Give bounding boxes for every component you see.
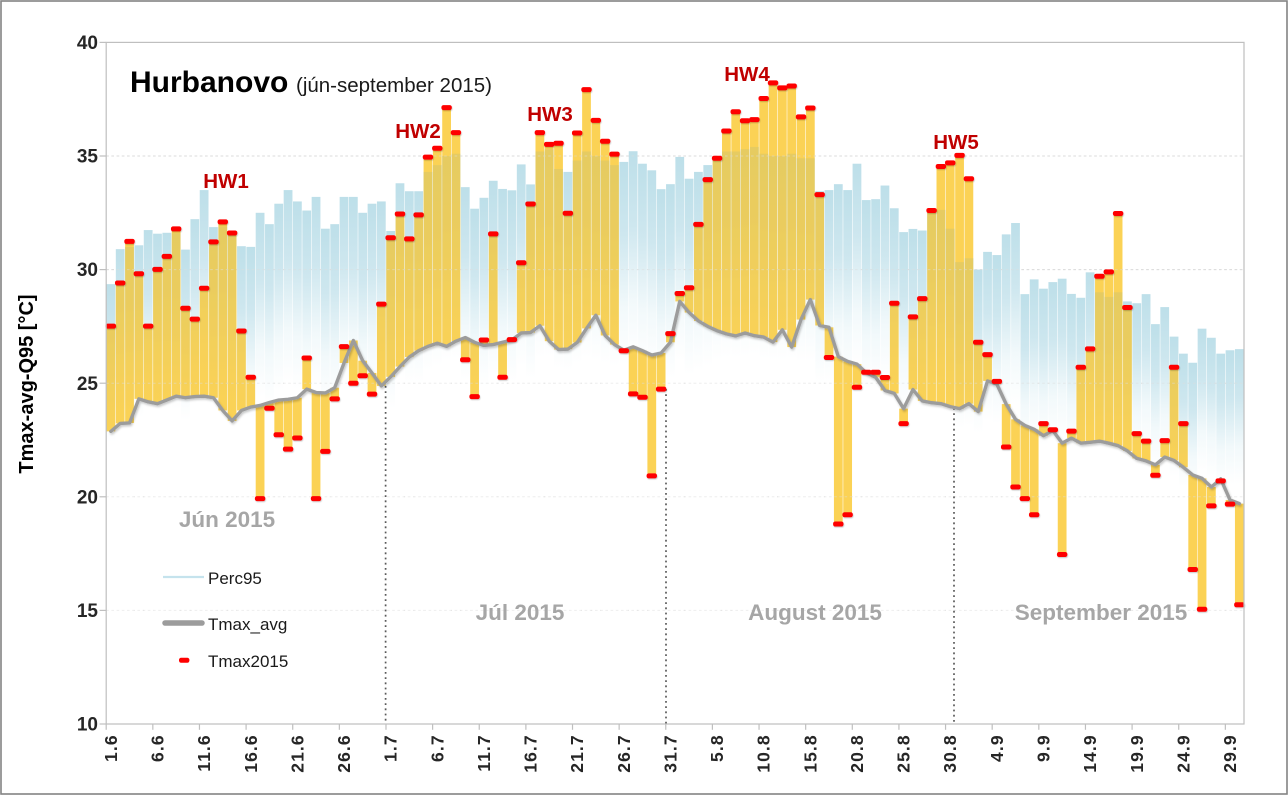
- svg-text:HW2: HW2: [395, 120, 441, 143]
- svg-text:40: 40: [77, 33, 98, 54]
- svg-text:September 2015: September 2015: [1015, 600, 1188, 625]
- svg-text:6.6: 6.6: [147, 734, 167, 762]
- svg-text:Tmax-avg-Q95 [°C]: Tmax-avg-Q95 [°C]: [16, 294, 38, 473]
- svg-text:20.8: 20.8: [847, 734, 867, 772]
- svg-text:Tmax2015: Tmax2015: [208, 652, 288, 671]
- svg-text:24.9: 24.9: [1173, 734, 1193, 772]
- svg-text:10.8: 10.8: [754, 734, 774, 772]
- svg-text:August 2015: August 2015: [748, 600, 882, 625]
- svg-text:Hurbanovo: Hurbanovo: [130, 66, 288, 99]
- svg-text:16.6: 16.6: [241, 734, 261, 772]
- svg-text:HW3: HW3: [527, 103, 573, 126]
- svg-text:26.7: 26.7: [614, 734, 634, 772]
- svg-text:14.9: 14.9: [1080, 734, 1100, 772]
- svg-text:1.6: 1.6: [101, 734, 121, 762]
- svg-text:20: 20: [77, 487, 98, 508]
- svg-text:HW1: HW1: [203, 170, 249, 193]
- svg-text:11.6: 11.6: [194, 734, 214, 772]
- svg-text:19.9: 19.9: [1127, 734, 1147, 772]
- svg-text:4.9: 4.9: [987, 734, 1007, 762]
- svg-text:31.7: 31.7: [660, 734, 680, 772]
- svg-text:(jún-september 2015): (jún-september 2015): [296, 74, 492, 97]
- svg-text:21.7: 21.7: [567, 734, 587, 772]
- svg-text:6.7: 6.7: [427, 734, 447, 762]
- svg-text:26.6: 26.6: [334, 734, 354, 772]
- svg-text:Tmax_avg: Tmax_avg: [208, 615, 287, 634]
- svg-text:5.8: 5.8: [707, 734, 727, 762]
- svg-text:25: 25: [77, 374, 99, 395]
- svg-text:11.7: 11.7: [474, 734, 494, 772]
- svg-text:10: 10: [77, 715, 98, 736]
- svg-text:16.7: 16.7: [521, 734, 541, 772]
- svg-text:15: 15: [77, 601, 99, 622]
- svg-text:25.8: 25.8: [894, 734, 914, 772]
- svg-text:Perc95: Perc95: [208, 569, 262, 588]
- svg-text:35: 35: [77, 147, 99, 168]
- svg-text:HW5: HW5: [933, 131, 979, 154]
- svg-text:30: 30: [77, 260, 98, 281]
- svg-text:15.8: 15.8: [800, 734, 820, 772]
- svg-text:30.8: 30.8: [940, 734, 960, 772]
- svg-text:Jún 2015: Jún 2015: [179, 507, 275, 532]
- svg-text:HW4: HW4: [724, 63, 770, 86]
- svg-text:1.7: 1.7: [381, 734, 401, 762]
- svg-text:21.6: 21.6: [287, 734, 307, 772]
- svg-text:Júl 2015: Júl 2015: [476, 600, 565, 625]
- svg-text:9.9: 9.9: [1033, 734, 1053, 762]
- svg-text:29.9: 29.9: [1220, 734, 1240, 772]
